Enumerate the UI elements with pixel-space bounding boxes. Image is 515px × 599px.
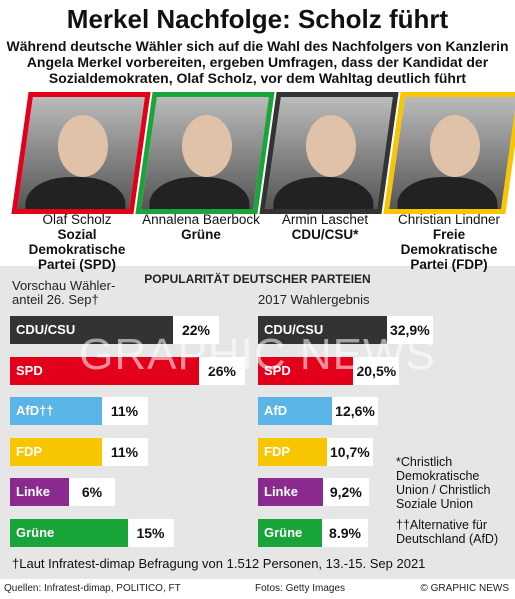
portrait-body — [149, 177, 250, 214]
bar: Grüne — [10, 518, 128, 547]
note: ††Alternative für Deutschland (AfD) — [396, 518, 499, 546]
note: *Christlich Demokratische Union / Christ… — [396, 455, 491, 511]
value-label: 9,2% — [322, 478, 369, 506]
value-label: 15% — [127, 518, 174, 547]
portrait — [11, 92, 151, 214]
candidate-name: Olaf Scholz — [42, 212, 112, 227]
photo-credit: Fotos: Getty Images — [255, 583, 346, 594]
candidate-party: CDU/CSU* — [291, 227, 359, 242]
candidate: Olaf Scholz Sozial Demokratische Partei (… — [14, 212, 140, 272]
bar: SPD — [258, 356, 354, 385]
credit: © GRAPHIC NEWS — [420, 583, 510, 594]
bar: Linke — [258, 478, 323, 506]
bar: AfD — [258, 397, 333, 425]
candidate: Annalena Baerbock Grüne — [138, 212, 264, 242]
portrait — [259, 92, 399, 214]
bar: CDU/CSU — [258, 316, 387, 344]
bar-category: AfD — [264, 403, 288, 418]
value-label: 8.9% — [322, 518, 369, 547]
bar: SPD — [10, 356, 199, 385]
bar-category: Linke — [264, 484, 298, 499]
chart-title: Vorschau Wähler-anteil 26. Sep† — [12, 278, 116, 307]
value-label: 12,6% — [332, 397, 379, 425]
candidate-name: Annalena Baerbock — [142, 212, 260, 227]
candidate: Christian Lindner Freie Demokratische Par… — [386, 212, 512, 272]
bar-category: AfD†† — [16, 403, 54, 418]
bar-category: Grüne — [16, 524, 55, 540]
portrait — [383, 92, 515, 214]
bar-category: CDU/CSU — [264, 322, 324, 337]
candidate-party: Sozial Demokratische Partei (SPD) — [28, 227, 126, 272]
bar: FDP — [10, 437, 102, 466]
bar: Linke — [10, 478, 69, 506]
candidate-party: Grüne — [181, 227, 221, 242]
value-label: 11% — [101, 397, 148, 425]
value-label: 6% — [69, 478, 115, 506]
value-label: 22% — [173, 316, 219, 344]
value-label: 26% — [199, 356, 245, 385]
bar: FDP — [258, 437, 327, 466]
candidate-name: Armin Laschet — [281, 212, 369, 227]
value-label: 10,7% — [326, 437, 373, 466]
footnote: †Laut Infratest-dimap Befragung von 1.51… — [12, 556, 426, 571]
bar: Grüne — [258, 518, 323, 547]
value-label: 11% — [101, 437, 148, 466]
portrait-head — [57, 115, 108, 177]
bar: AfD†† — [10, 397, 102, 425]
value-label: 20,5% — [353, 356, 400, 385]
chart-header: POPULARITÄT DEUTSCHER PARTEIEN — [144, 272, 371, 286]
portrait-body — [273, 177, 374, 214]
bar-category: SPD — [16, 362, 43, 378]
sources: Quellen: Infratest-dimap, POLITICO, FT — [4, 583, 181, 594]
bar-category: FDP — [16, 443, 42, 459]
bar: CDU/CSU — [10, 316, 173, 344]
bar-category: SPD — [264, 362, 291, 378]
candidate-name: Christian Lindner — [397, 212, 501, 227]
subtitle: Während deutsche Wähler sich auf die Wah… — [6, 38, 509, 86]
title: Merkel Nachfolge: Scholz führt — [66, 4, 449, 34]
candidate-party: Freie Demokratische Partei (FDP) — [400, 227, 498, 272]
portrait-body — [397, 177, 498, 214]
bar-category: Linke — [16, 484, 50, 499]
bar-category: FDP — [264, 443, 290, 459]
portrait-head — [181, 115, 232, 177]
portrait — [135, 92, 275, 214]
portrait-head — [305, 115, 356, 177]
value-label: 32,9% — [386, 316, 433, 344]
portrait-head — [429, 115, 480, 177]
bar-category: Grüne — [264, 524, 303, 540]
portrait-body — [25, 177, 126, 214]
bar-category: CDU/CSU — [16, 322, 76, 337]
chart-title: 2017 Wahlergebnis — [258, 292, 370, 307]
candidate: Armin Laschet CDU/CSU* — [262, 212, 388, 242]
